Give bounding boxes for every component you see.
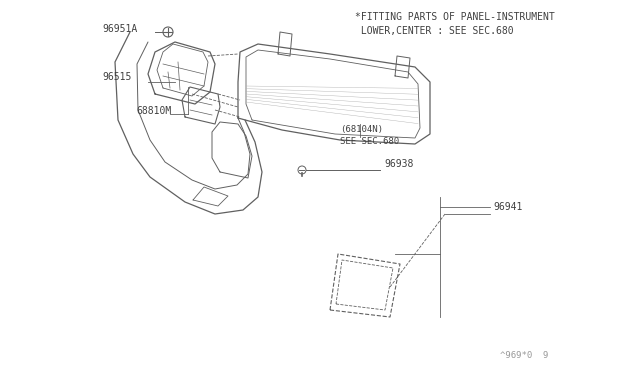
- Text: ^969*0  9: ^969*0 9: [500, 351, 548, 360]
- Text: 96938: 96938: [384, 159, 413, 169]
- Text: *FITTING PARTS OF PANEL-INSTRUMENT
 LOWER,CENTER : SEE SEC.680: *FITTING PARTS OF PANEL-INSTRUMENT LOWER…: [355, 12, 555, 36]
- Text: 96941: 96941: [493, 202, 522, 212]
- Text: 96951A: 96951A: [102, 24, 137, 34]
- Text: 96515: 96515: [102, 72, 131, 82]
- Text: (68104N): (68104N): [340, 125, 383, 134]
- Text: SEE SEC.680: SEE SEC.680: [340, 137, 399, 146]
- Text: 68810M: 68810M: [136, 106, 172, 116]
